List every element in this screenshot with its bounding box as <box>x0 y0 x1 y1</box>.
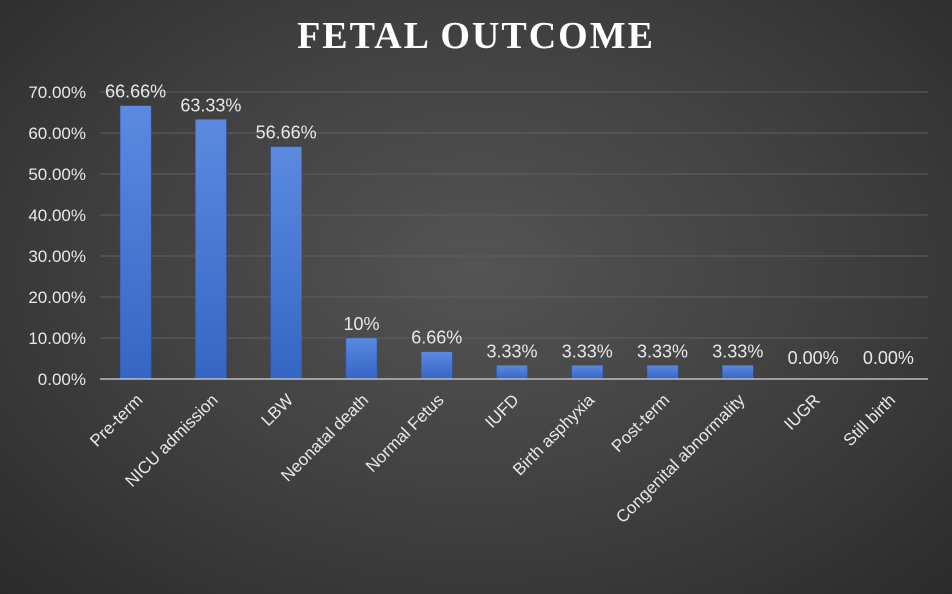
data-label: 0.00% <box>788 348 839 368</box>
bar <box>722 365 754 380</box>
x-tick-label: LBW <box>258 390 297 429</box>
data-label: 10% <box>343 314 379 334</box>
y-tick-label: 70.00% <box>28 83 86 102</box>
data-label: 56.66% <box>256 123 317 143</box>
x-tick-label: Birth asphyxia <box>509 390 598 479</box>
bar <box>496 365 528 380</box>
x-tick-label: Pre-term <box>86 390 146 450</box>
data-label: 0.00% <box>863 348 914 368</box>
y-tick-label: 20.00% <box>28 288 86 307</box>
x-tick-label: IUFD <box>481 390 522 431</box>
data-label: 3.33% <box>637 341 688 361</box>
x-tick-label: Normal Fetus <box>362 390 448 476</box>
bar <box>420 351 453 380</box>
data-label: 63.33% <box>180 95 241 115</box>
y-tick-label: 10.00% <box>28 329 86 348</box>
gridlines <box>100 91 928 339</box>
bar <box>195 119 227 380</box>
x-tick-label: Still birth <box>840 390 900 450</box>
y-tick-label: 50.00% <box>28 165 86 184</box>
bar <box>646 365 679 380</box>
data-label: 3.33% <box>562 341 613 361</box>
bar <box>345 337 378 380</box>
y-axis-ticks: 0.00% 10.00% 20.00% 30.00% 40.00% 50.00% 60.00… <box>28 83 86 389</box>
x-tick-label: IUGR <box>780 390 823 433</box>
bar <box>119 105 152 380</box>
y-tick-label: 30.00% <box>28 247 86 266</box>
data-label: 3.33% <box>712 341 763 361</box>
bar <box>571 365 604 380</box>
data-label: 66.66% <box>105 82 166 102</box>
bar <box>270 146 302 380</box>
y-tick-label: 40.00% <box>28 206 86 225</box>
chart-title: FETAL OUTCOME <box>297 15 655 57</box>
x-tick-label: Post-term <box>608 390 674 456</box>
x-tick-label: Congenital abnormality <box>612 390 749 527</box>
data-label: 3.33% <box>486 341 537 361</box>
y-tick-label: 60.00% <box>28 124 86 143</box>
data-label: 6.66% <box>411 328 462 348</box>
y-tick-label: 0.00% <box>38 370 86 389</box>
data-labels: 66.66% 63.33% 56.66% 10% 6.66% 3.33% 3.33% 3.33… <box>105 82 914 368</box>
